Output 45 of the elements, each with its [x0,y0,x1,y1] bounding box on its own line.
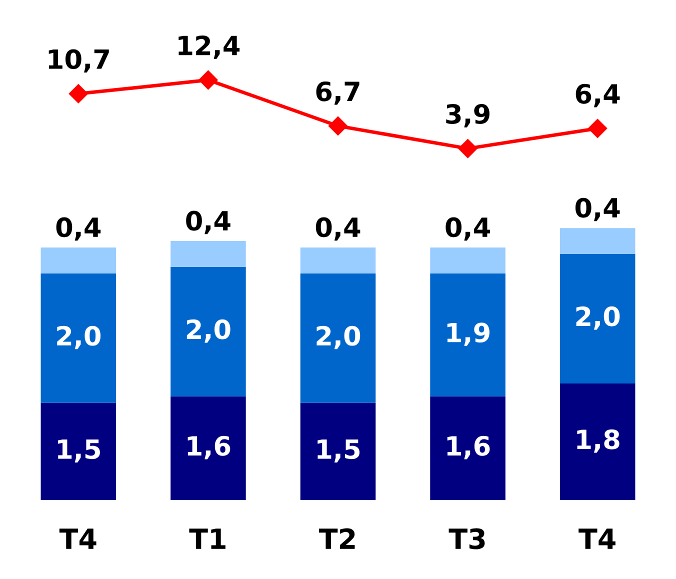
point [588,118,608,138]
data-label: 12,4 [178,35,240,59]
bar [300,247,376,274]
data-label: 1,6 [447,436,490,460]
data-label: 6,4 [576,84,620,108]
bar [430,273,506,396]
data-label: 3,9 [446,104,490,128]
bar [560,383,636,500]
data-label: 1,5 [318,439,360,462]
bar [560,228,636,254]
x-tick-label: T2 [318,528,355,549]
point [198,70,218,90]
data-label: 0,4 [446,217,490,241]
bar [430,396,506,500]
data-label: 6,7 [316,81,360,105]
data-label: 1,5 [58,439,100,462]
data-label: 1,9 [447,322,490,346]
data-label: 0,4 [575,198,620,222]
data-label: 1,8 [577,429,620,453]
x-tick-label: T3 [448,528,485,550]
point [68,84,88,104]
bar [300,402,376,500]
data-label: 2,0 [316,326,360,350]
x-tick-label: T4 [578,528,616,549]
data-label: 0,4 [56,217,101,241]
bar [170,241,246,267]
data-label: 0,4 [316,217,360,241]
point [458,139,478,158]
bar [300,273,376,403]
bar [170,396,246,500]
data-label: 1,6 [188,436,230,460]
data-label: 2,0 [57,326,101,350]
bar [40,402,116,500]
bar [170,266,246,396]
x-tick-label: T1 [189,528,226,549]
data-label: 2,0 [186,319,230,343]
bar [430,247,506,274]
point [328,116,348,136]
data-label: 0,4 [186,210,230,234]
data-label: 2,0 [576,306,620,330]
bar [560,254,636,384]
bar [40,247,116,274]
x-tick-label: T4 [59,528,96,549]
bar [40,273,116,403]
data-label: 10,7 [48,49,109,73]
